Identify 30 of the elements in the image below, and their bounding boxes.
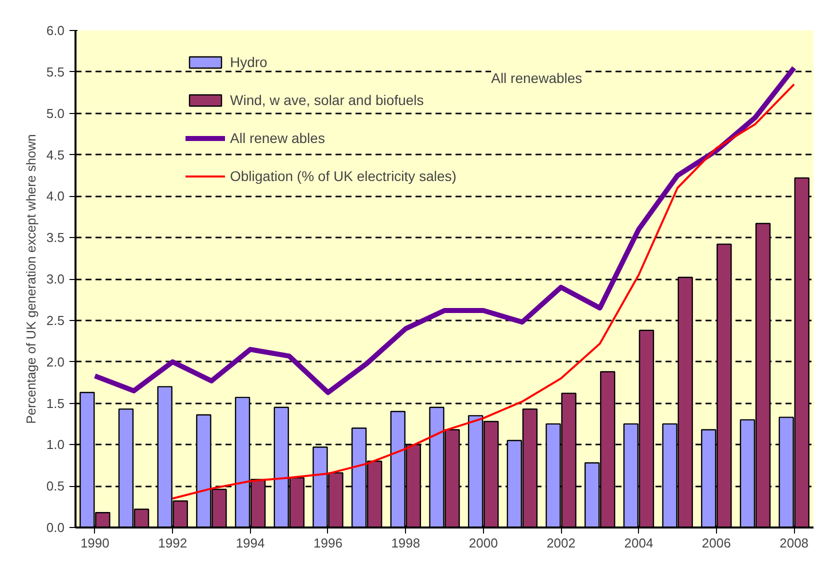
legend-label: Hydro: [230, 54, 268, 70]
y-tick-label: 5.0: [46, 106, 65, 121]
line-series: [172, 83, 796, 500]
y-tick-label: 4.0: [46, 188, 65, 204]
legend-label: Obligation (% of UK electricity sales): [230, 168, 456, 184]
y-tick-label: 3.5: [46, 230, 65, 246]
y-tick-label: 2.5: [46, 312, 65, 328]
x-tick-label: 1996: [314, 536, 342, 550]
y-tick-label: 5.5: [46, 64, 65, 80]
x-tick-label: 2004: [624, 536, 654, 550]
legend-label: Wind, w ave, solar and biofuels: [230, 92, 424, 108]
legend-label: All renew ables: [230, 130, 325, 146]
y-tick-label: 4.5: [46, 147, 65, 162]
x-tick-label: 2002: [546, 536, 576, 550]
y-tick-label: 1.0: [46, 437, 65, 452]
x-tick-label: 2000: [468, 536, 498, 550]
y-tick-label: 3.0: [46, 272, 65, 286]
y-axis-title: Percentage of UK generation except where shown: [23, 134, 38, 424]
y-tick-label: 1.5: [46, 396, 65, 411]
x-tick-label: 1992: [158, 536, 188, 550]
x-tick-label: 2006: [702, 536, 731, 550]
x-tick-label: 1994: [236, 536, 265, 550]
x-tick-label: 1998: [391, 536, 420, 550]
annotation: All renewables: [491, 70, 582, 86]
y-tick-label: 6.0: [46, 23, 65, 38]
y-tick-label: 0.5: [46, 478, 65, 494]
y-tick-label: 2.0: [46, 354, 65, 370]
x-tick-label: 2008: [780, 536, 809, 550]
x-tick-label: 1990: [80, 536, 110, 550]
y-tick-label: 0.0: [46, 520, 65, 535]
